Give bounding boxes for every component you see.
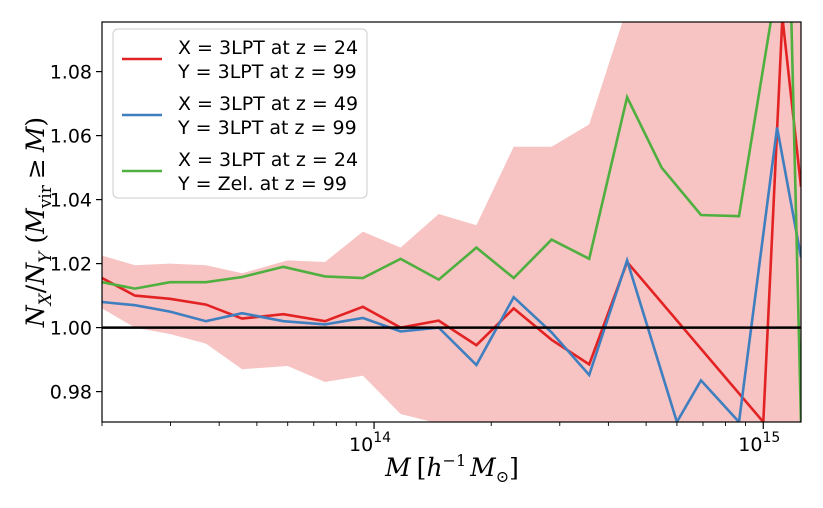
y-tick-label: 1.08 <box>50 62 92 84</box>
legend: X = 3LPT at z = 24Y = 3LPT at z = 99X = … <box>112 28 368 199</box>
y-tick-label: 1.04 <box>50 190 92 212</box>
x-axis-ticks: 1014 1015 <box>101 422 780 456</box>
legend-label-1-line-1: X = 3LPT at z = 24 <box>178 37 358 59</box>
y-tick-label: 1.06 <box>50 126 92 148</box>
series-line-2 <box>102 127 801 422</box>
legend-label-3-line-2: Y = Zel. at z = 99 <box>177 173 347 195</box>
legend-label-2-line-2: Y = 3LPT at z = 99 <box>177 117 357 139</box>
legend-label-3-line-1: X = 3LPT at z = 24 <box>178 149 358 171</box>
series-line-3 <box>102 22 801 422</box>
series-line-1 <box>102 22 801 422</box>
x-tick-label: 1015 <box>738 430 780 456</box>
series-layer <box>102 22 801 422</box>
y-axis-label: NX/NY(Mvir≥M) <box>21 117 56 328</box>
legend-box <box>112 28 368 199</box>
y-axis-ticks: 0.98 1.00 1.02 1.04 1.06 1.08 <box>50 62 102 404</box>
x-axis-label: M [h−1 M⊙] <box>384 451 519 486</box>
y-tick-label: 0.98 <box>50 382 92 404</box>
y-tick-label: 1.00 <box>50 318 92 340</box>
y-tick-label: 1.02 <box>50 254 92 276</box>
legend-label-1-line-2: Y = 3LPT at z = 99 <box>177 61 357 83</box>
x-tick-label: 1014 <box>349 430 391 456</box>
plot-frame <box>101 21 802 423</box>
legend-label-2-line-1: X = 3LPT at z = 49 <box>178 93 358 115</box>
scatter-band <box>102 22 801 422</box>
plot-area: 0.98 1.00 1.02 1.04 1.06 1.08 1014 1015 <box>50 21 802 456</box>
